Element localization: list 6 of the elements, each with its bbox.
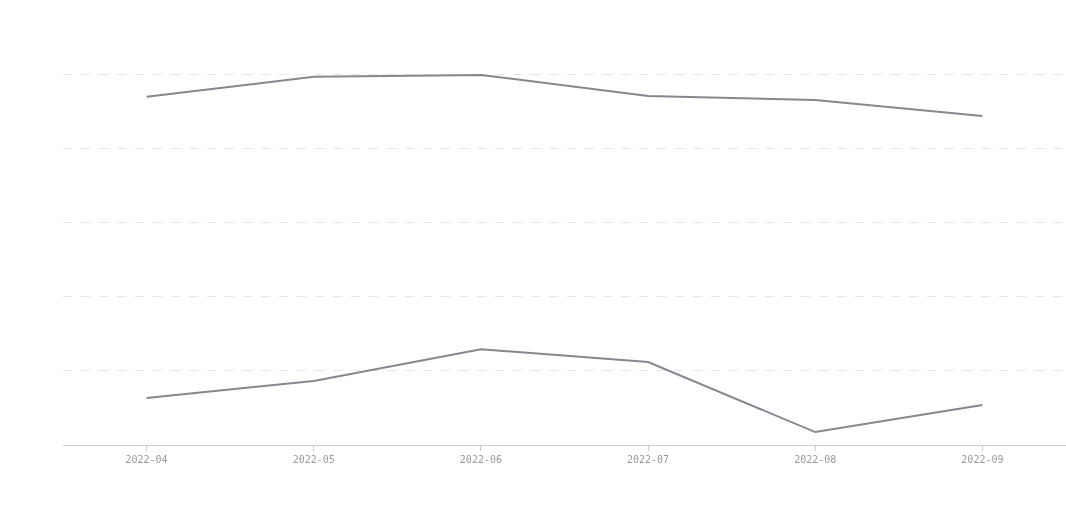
x-tick-label: 2022-07 xyxy=(627,454,670,465)
x-tick-label: 2022-06 xyxy=(459,454,502,465)
x-tick-label: 2022-09 xyxy=(961,454,1004,465)
x-tick-label: 2022-04 xyxy=(125,454,168,465)
x-tick-label: 2022-05 xyxy=(292,454,335,465)
x-tick-label: 2022-08 xyxy=(794,454,837,465)
